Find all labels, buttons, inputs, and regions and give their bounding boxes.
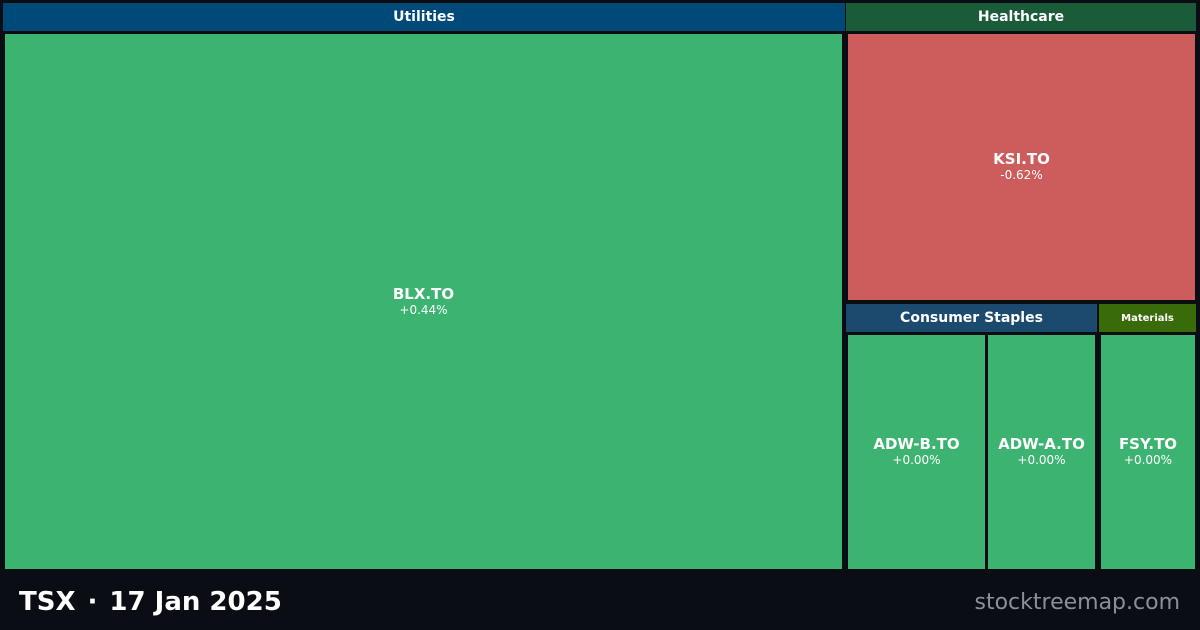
footer-title: TSX · 17 Jan 2025 [19, 586, 282, 618]
stock-tile-fsy-to[interactable]: FSY.TO +0.00% [1101, 335, 1195, 569]
stock-ticker-label: FSY.TO [1118, 435, 1178, 453]
stock-change-label: +0.00% [892, 453, 941, 467]
stock-ticker-label: ADW-B.TO [873, 435, 960, 453]
stock-ticker-label: ADW-A.TO [998, 435, 1085, 453]
date-label: 17 Jan 2025 [109, 587, 282, 617]
stock-tile-blx-to[interactable]: BLX.TO +0.44% [5, 34, 842, 569]
stock-tile-ksi-to[interactable]: KSI.TO -0.62% [848, 34, 1195, 300]
stock-change-label: +0.00% [1123, 453, 1173, 467]
stock-change-label: +0.44% [399, 302, 448, 317]
sector-header-materials: Materials [1099, 304, 1196, 332]
title-separator: · [87, 587, 98, 617]
treemap: Utilities BLX.TO +0.44% Healthcare KSI.TO -0.… [3, 3, 1196, 569]
stock-ticker-label: KSI.TO [993, 150, 1050, 168]
stock-tile-adw-b-to[interactable]: ADW-B.TO +0.00% [848, 335, 985, 569]
sector-header-utilities: Utilities [3, 3, 845, 31]
stock-change-label: -0.62% [1000, 168, 1043, 182]
stock-tile-adw-a-to[interactable]: ADW-A.TO +0.00% [988, 335, 1095, 569]
sector-header-healthcare: Healthcare [846, 3, 1196, 31]
stock-change-label: +0.00% [1017, 453, 1066, 467]
sector-header-consumer-staples: Consumer Staples [846, 304, 1097, 332]
stock-ticker-label: BLX.TO [392, 284, 455, 303]
site-watermark: stocktreemap.com [974, 590, 1181, 615]
exchange-label: TSX [19, 587, 76, 617]
footer-bar: TSX · 17 Jan 2025 stocktreemap.com [0, 572, 1200, 630]
